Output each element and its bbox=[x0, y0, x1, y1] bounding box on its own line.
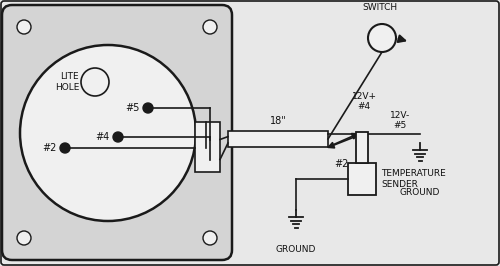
Text: IGNITION
SWITCH: IGNITION SWITCH bbox=[360, 0, 401, 12]
Circle shape bbox=[81, 68, 109, 96]
Text: 12V+
#4: 12V+ #4 bbox=[352, 92, 376, 111]
Text: #2: #2 bbox=[334, 159, 348, 169]
Bar bbox=[356, 132, 368, 163]
Circle shape bbox=[203, 231, 217, 245]
Text: LITE
HOLE: LITE HOLE bbox=[54, 72, 79, 92]
Text: TEMPERATURE
SENDER: TEMPERATURE SENDER bbox=[381, 169, 446, 189]
FancyBboxPatch shape bbox=[2, 5, 232, 260]
Circle shape bbox=[60, 143, 70, 153]
Text: GROUND: GROUND bbox=[400, 188, 440, 197]
Circle shape bbox=[368, 24, 396, 52]
Bar bbox=[195, 122, 220, 172]
Circle shape bbox=[20, 45, 196, 221]
Text: #4: #4 bbox=[96, 132, 110, 142]
Circle shape bbox=[17, 231, 31, 245]
Circle shape bbox=[143, 103, 153, 113]
Bar bbox=[228, 131, 328, 147]
Circle shape bbox=[17, 20, 31, 34]
Bar bbox=[348, 163, 376, 195]
Text: #2: #2 bbox=[42, 143, 57, 153]
Text: 18": 18" bbox=[270, 116, 286, 126]
Text: #5: #5 bbox=[126, 103, 140, 113]
Text: GROUND: GROUND bbox=[276, 245, 316, 254]
Circle shape bbox=[203, 20, 217, 34]
Circle shape bbox=[113, 132, 123, 142]
Text: 12V-
#5: 12V- #5 bbox=[390, 111, 410, 130]
